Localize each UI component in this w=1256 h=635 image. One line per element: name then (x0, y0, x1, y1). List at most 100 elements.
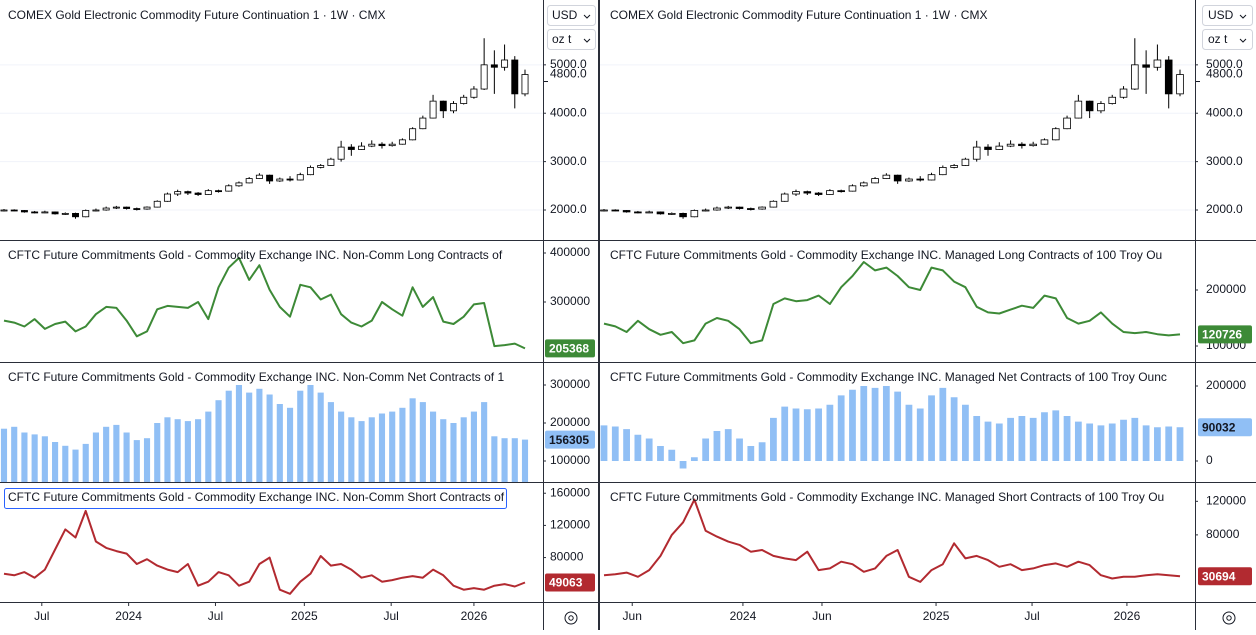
bar (736, 438, 743, 461)
bar (894, 391, 902, 461)
currency-button[interactable] (1202, 5, 1253, 26)
candle-body (41, 211, 49, 214)
candle-body (1176, 74, 1184, 95)
y-tick-label: 0 (1206, 453, 1213, 467)
bar (215, 400, 222, 482)
candle-body (1164, 59, 1173, 95)
candle-body (679, 212, 687, 218)
candle-body (225, 185, 233, 192)
last-value-label: 49063 (549, 576, 583, 590)
candle-body (905, 178, 913, 182)
bar (31, 434, 38, 482)
bar (103, 426, 110, 482)
candle-body (255, 174, 263, 179)
bar (470, 411, 477, 482)
candle-body (61, 212, 69, 215)
last-value-badge (1198, 567, 1252, 586)
bar (973, 416, 981, 461)
candle-body (347, 146, 355, 150)
y-tick-label: 200000 (550, 415, 590, 429)
bar (815, 408, 822, 461)
candle-body (656, 211, 665, 215)
bar (368, 417, 375, 482)
candle-body (1108, 96, 1117, 104)
bar (164, 417, 171, 482)
pane-title: COMEX Gold Electronic Commodity Future C… (610, 8, 987, 22)
pane-title: CFTC Future Commitments Gold - Commodity… (8, 248, 503, 262)
bar (348, 417, 355, 482)
candle-body (961, 158, 970, 166)
selected-title-frame (4, 488, 507, 509)
unit-button[interactable] (547, 29, 596, 50)
candle-body (780, 193, 789, 202)
candle-body (939, 167, 947, 176)
pane: 120000 80000 30694 CFTC Future Commitments … (603, 490, 1252, 586)
bar (860, 386, 868, 461)
candle-body (871, 178, 879, 184)
last-price-label: 4800.0 (550, 67, 587, 81)
candle-body (1018, 143, 1026, 147)
candle-body (0, 209, 8, 212)
candle-body (419, 117, 427, 130)
candle-body (758, 206, 766, 210)
bar (297, 390, 304, 482)
series-line (603, 498, 1181, 583)
bar (113, 424, 120, 482)
bar (123, 432, 130, 482)
pane-title: COMEX Gold Electronic Commodity Future C… (8, 8, 385, 22)
candle-body (848, 185, 857, 192)
y-tick-label: 200000 (1206, 282, 1246, 296)
pane-title: CFTC Future Commitments Gold - Commodity… (8, 370, 504, 384)
bar (1007, 417, 1014, 461)
bar (1018, 416, 1026, 461)
candle-body (1006, 143, 1015, 147)
bar (657, 446, 664, 461)
x-tick-label: 2025 (923, 609, 950, 623)
unit-label: oz t (552, 32, 572, 46)
last-value-label: 30694 (1202, 569, 1236, 583)
candle-body (984, 146, 992, 150)
bar (803, 409, 811, 461)
chart-panel: 5000.0 4000.0 3000.0 2000.0 4800.0 COMEX Gold… (600, 8, 1252, 623)
unit-label: oz t (1208, 32, 1228, 46)
candle-body (1153, 59, 1162, 68)
currency-button[interactable] (547, 5, 596, 26)
candle-body (713, 207, 721, 211)
x-tick-label: 2026 (461, 609, 488, 623)
gear-outer (1222, 611, 1236, 625)
bar (460, 417, 467, 482)
last-value-label: 205368 (549, 342, 589, 356)
bar (690, 457, 698, 461)
gear-outer (564, 611, 578, 625)
bar (429, 411, 437, 482)
bar (679, 461, 687, 469)
bar (849, 389, 856, 461)
bar (995, 423, 1003, 461)
candle-body (511, 59, 519, 95)
candle-body (1063, 117, 1071, 130)
series-line (603, 261, 1181, 345)
bar (770, 417, 777, 461)
x-tick-label: 2025 (291, 609, 318, 623)
bar (92, 432, 100, 482)
bar (1074, 421, 1082, 461)
candle-body (645, 211, 653, 214)
bar (781, 406, 789, 461)
bar (419, 402, 426, 482)
settings-icon[interactable] (1222, 611, 1236, 625)
bar (52, 442, 59, 482)
settings-icon[interactable] (564, 611, 578, 625)
y-tick-label: 200000 (1206, 378, 1246, 392)
unit-button[interactable] (1202, 29, 1253, 50)
y-tick-label: 4000.0 (550, 105, 587, 119)
y-tick-label: 5000.0 (1206, 57, 1243, 71)
candle-body (163, 193, 171, 202)
pane: 160000 120000 80000 49063 CFTC Future Commit… (3, 485, 595, 595)
bar (837, 395, 845, 461)
x-tick-label: Jul (384, 609, 399, 623)
bar (1142, 425, 1150, 461)
last-value-badge (1198, 418, 1252, 437)
bar (882, 386, 890, 461)
bar (82, 443, 89, 482)
